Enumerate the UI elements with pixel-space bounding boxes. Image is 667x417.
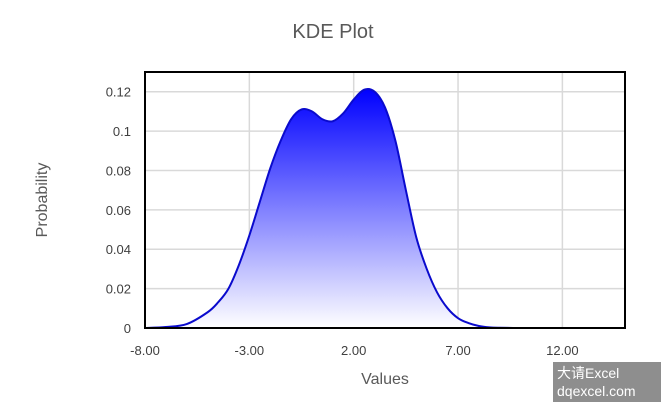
watermark: 大请Excel dqexcel.com: [553, 362, 661, 402]
y-tick-label: 0.12: [106, 85, 131, 100]
kde-area-fill: [145, 88, 625, 329]
chart-title: KDE Plot: [292, 21, 374, 43]
y-axis-title: Probability: [34, 163, 51, 238]
y-tick-label: 0.02: [106, 282, 131, 297]
plot-frame: [144, 71, 626, 329]
y-tick-label: 0.1: [113, 124, 131, 139]
x-tick-label: 7.00: [445, 343, 470, 358]
x-tick-label: 12.00: [546, 343, 579, 358]
y-tick-label: 0: [124, 321, 131, 336]
y-axis-ticks: 0 0.02 0.04 0.06 0.08 0.1 0.12: [106, 85, 131, 336]
x-axis-title: Values: [361, 371, 409, 388]
x-tick-label: 2.00: [341, 343, 366, 358]
watermark-line-1: 大请Excel: [557, 365, 620, 381]
x-tick-label: -3.00: [235, 343, 265, 358]
x-axis-ticks: -8.00 -3.00 2.00 7.00 12.00: [130, 343, 578, 358]
x-tick-label: -8.00: [130, 343, 160, 358]
y-tick-label: 0.04: [106, 242, 131, 257]
y-tick-label: 0.06: [106, 203, 131, 218]
watermark-line-2: dqexcel.com: [557, 383, 636, 399]
y-tick-label: 0.08: [106, 163, 131, 178]
plot-area: [144, 87, 625, 330]
